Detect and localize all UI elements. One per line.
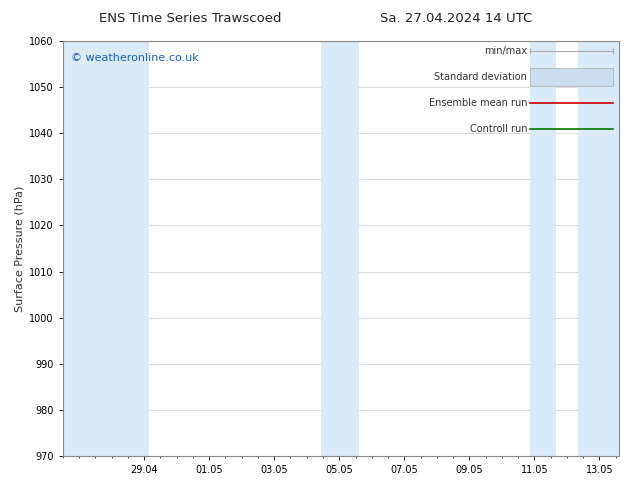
Text: Controll run: Controll run [470,123,527,134]
Text: Standard deviation: Standard deviation [434,72,527,82]
Text: ENS Time Series Trawscoed: ENS Time Series Trawscoed [99,12,281,25]
Bar [63,41,149,456]
Y-axis label: Surface Pressure (hPa): Surface Pressure (hPa) [15,185,25,312]
FancyBboxPatch shape [530,68,614,86]
Bar [529,41,555,456]
Text: Ensemble mean run: Ensemble mean run [429,98,527,108]
Text: min/max: min/max [484,47,527,56]
Text: © weatheronline.co.uk: © weatheronline.co.uk [71,53,199,64]
Bar [578,41,619,456]
Bar [321,41,359,456]
Text: Sa. 27.04.2024 14 UTC: Sa. 27.04.2024 14 UTC [380,12,533,25]
